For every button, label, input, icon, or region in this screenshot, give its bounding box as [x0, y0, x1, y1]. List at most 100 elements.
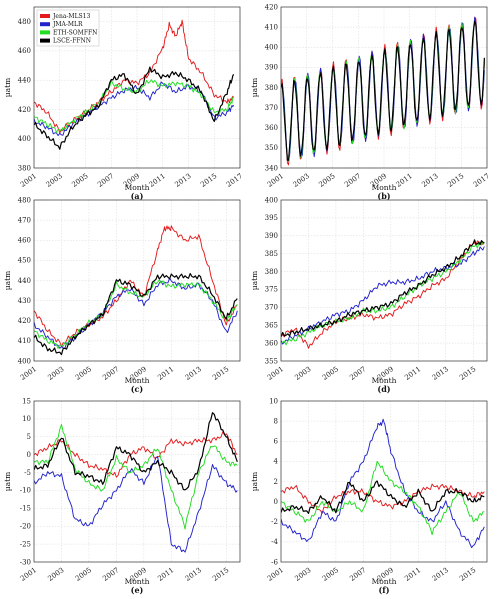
series-line-lsce-ffnn: [34, 273, 238, 356]
x-tick-label: 2011: [156, 365, 175, 382]
panel-label: (a): [131, 191, 144, 201]
x-axis-label: Month: [372, 183, 397, 192]
y-tick-label: 10: [269, 397, 278, 405]
x-tick-label: 2003: [46, 365, 65, 382]
y-tick-label: 355: [265, 357, 278, 365]
x-tick-label: 2011: [403, 566, 422, 583]
series-line-lsce-ffnn: [34, 412, 238, 491]
series-line-jena-mls13: [34, 225, 238, 347]
x-tick-label: 2003: [46, 566, 65, 583]
x-axis-label: Month: [372, 376, 397, 385]
panel-label: (c): [131, 384, 144, 394]
y-tick-label: 460: [18, 47, 31, 55]
x-tick-label: 2015: [458, 365, 477, 382]
plot-frame: [280, 6, 488, 169]
y-tick-label: -15: [20, 505, 31, 513]
y-axis-label: µatm: [3, 78, 12, 97]
x-tick-label: 2005: [321, 566, 340, 583]
x-tick-label: 2015: [211, 566, 230, 583]
series-line-jma-mlr: [281, 418, 485, 549]
x-tick-label: 2011: [156, 566, 175, 583]
legend-entry: Jena-MLS13: [52, 13, 90, 20]
x-axis-label: Month: [125, 183, 150, 192]
x-tick-label: 2007: [101, 566, 120, 583]
x-tick-label: 2005: [74, 566, 93, 583]
y-tick-label: 460: [18, 237, 31, 245]
panel-4: -30 -25 -20 -15 -10 -5 0 5 10 15 2001 2003 2005 2007 2…: [3, 397, 241, 595]
x-tick-label: 2001: [266, 172, 285, 189]
x-tick-label: 2007: [101, 365, 120, 382]
y-tick-label: 2: [274, 478, 278, 486]
series-group: [34, 19, 235, 150]
x-tick-label: 2011: [403, 365, 422, 382]
x-tick-label: 2013: [431, 566, 450, 583]
series-group: [281, 16, 485, 166]
y-tick-label: -10: [20, 487, 31, 495]
y-tick-label: 400: [18, 135, 31, 143]
series-line-eth-somffn: [34, 424, 238, 530]
y-axis-label: µatm: [250, 78, 259, 97]
panel-label: (f): [378, 585, 389, 595]
series-line-jma-mlr: [34, 456, 238, 553]
legend-swatch: [40, 30, 50, 35]
x-tick-label: 2005: [70, 172, 89, 189]
y-tick-label: 370: [265, 304, 278, 312]
panel-label: (e): [131, 585, 144, 595]
y-tick-label: 390: [265, 232, 278, 240]
y-tick-label: 380: [265, 84, 278, 92]
series-line-jena-mls13: [34, 19, 235, 134]
y-tick-label: -20: [20, 523, 31, 531]
x-tick-label: 2015: [458, 566, 477, 583]
y-tick-label: 340: [265, 164, 278, 172]
y-tick-label: 385: [265, 250, 278, 258]
series-group: [281, 418, 485, 549]
series-line-eth-somffn: [34, 279, 238, 349]
y-tick-label: 4: [274, 458, 279, 466]
y-tick-label: 5: [27, 433, 31, 441]
x-tick-label: 2003: [293, 365, 312, 382]
x-tick-label: 2011: [148, 172, 167, 189]
series-group: [34, 412, 238, 553]
y-tick-label: 400: [18, 357, 31, 365]
plot-frame: [33, 400, 241, 563]
x-tick-label: 2015: [199, 172, 218, 189]
y-tick-label: 360: [265, 124, 278, 132]
x-tick-label: 2013: [420, 172, 439, 189]
x-tick-label: 2007: [348, 365, 367, 382]
y-tick-label: 410: [18, 337, 31, 345]
y-tick-label: 430: [18, 297, 31, 305]
x-tick-label: 2003: [45, 172, 64, 189]
y-tick-label: 8: [274, 417, 278, 425]
x-tick-label: 2013: [184, 365, 203, 382]
x-tick-label: 2003: [293, 566, 312, 583]
x-tick-label: 2017: [472, 172, 491, 189]
y-tick-label: 420: [265, 3, 278, 11]
plot-frame: [280, 400, 488, 563]
series-group: [281, 239, 485, 349]
panel-2: 400 410 420 430 440 450 460 470 480 2001 2003 2005 2…: [3, 196, 241, 394]
series-line-lsce-ffnn: [281, 20, 485, 161]
y-axis-label: µatm: [250, 472, 259, 491]
y-axis-label: µatm: [250, 271, 259, 290]
y-tick-label: 370: [265, 104, 278, 112]
y-tick-label: 470: [18, 216, 31, 224]
x-axis-label: Month: [125, 577, 150, 586]
x-tick-label: 2007: [343, 172, 362, 189]
y-tick-label: 6: [274, 438, 279, 446]
x-tick-label: 2015: [446, 172, 465, 189]
y-tick-label: -6: [271, 558, 278, 566]
y-tick-label: 410: [265, 23, 278, 31]
legend-swatch: [40, 14, 50, 18]
series-group: [34, 225, 238, 356]
x-tick-label: 2007: [96, 172, 115, 189]
x-tick-label: 2003: [292, 172, 311, 189]
legend-swatch: [40, 22, 50, 27]
y-tick-label: -4: [271, 538, 278, 546]
y-tick-label: 10: [22, 415, 31, 423]
x-tick-label: 2001: [266, 365, 285, 382]
panel-label: (d): [377, 384, 390, 394]
y-tick-label: 0: [27, 451, 31, 459]
y-tick-label: 365: [265, 322, 278, 330]
